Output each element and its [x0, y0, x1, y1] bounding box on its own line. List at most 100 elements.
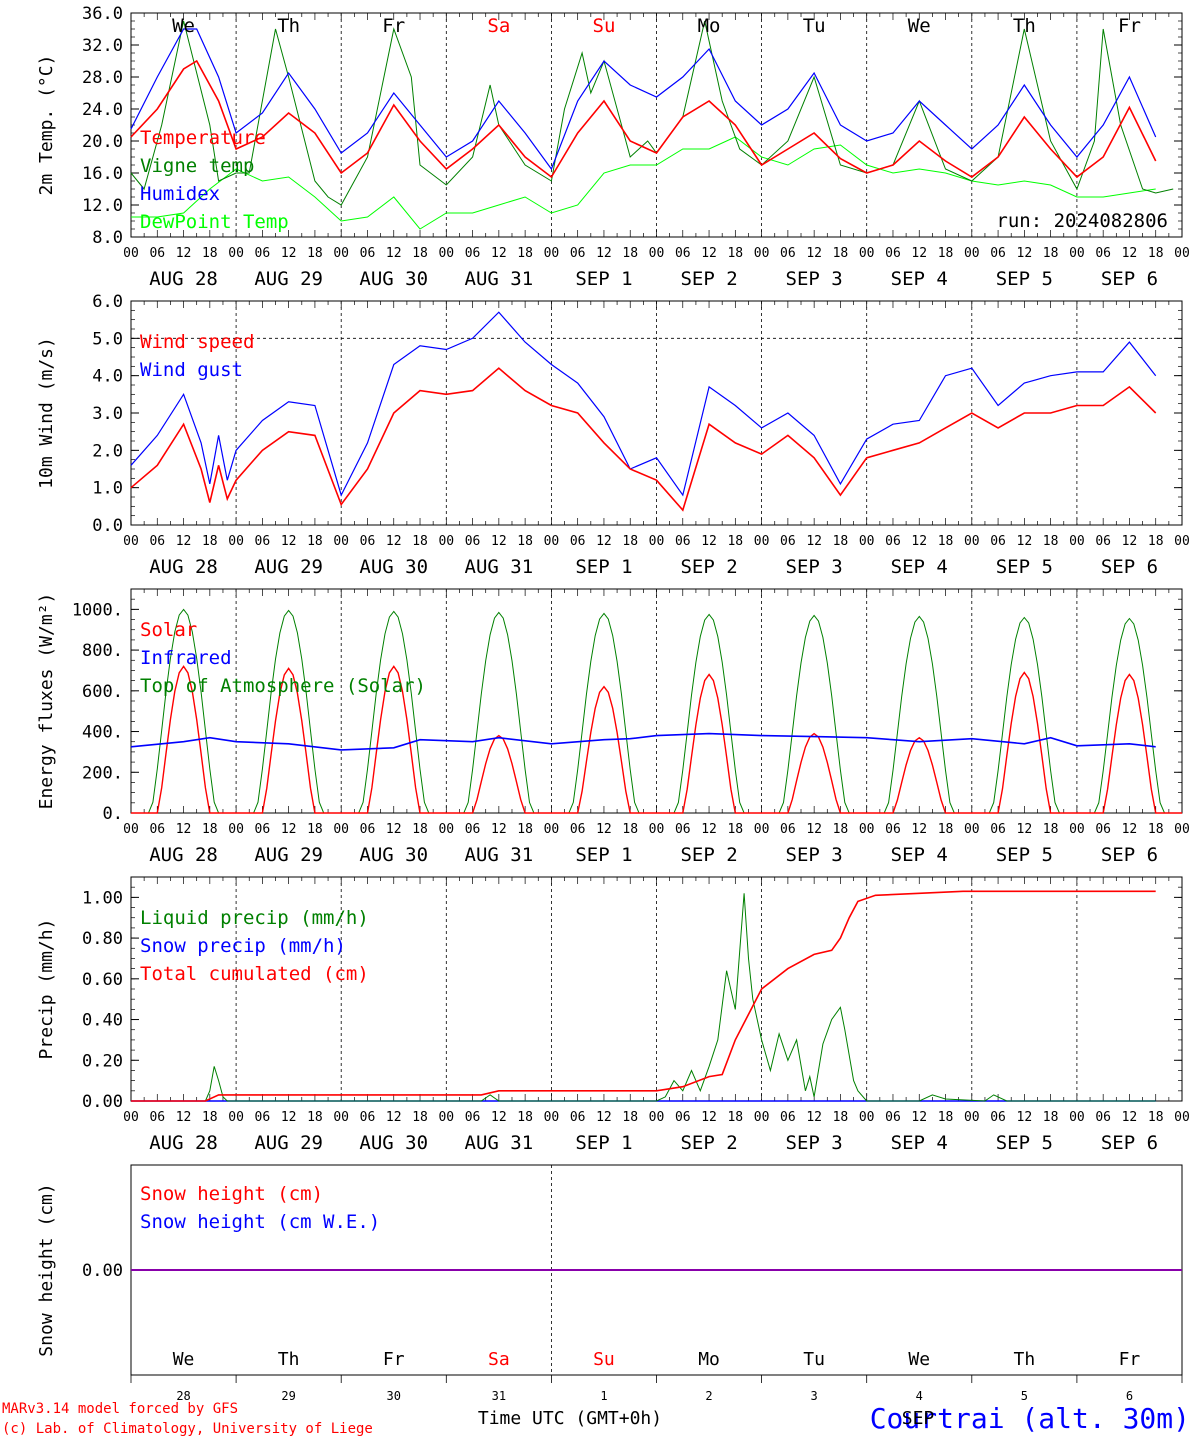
- legend-entry: Top of Atmosphere (Solar): [140, 675, 426, 697]
- y-tick-label: 1.00: [82, 888, 123, 908]
- hour-tick-label: 06: [465, 822, 481, 837]
- hour-tick-label: 18: [833, 822, 849, 837]
- hour-tick-label: 12: [281, 822, 297, 837]
- y-tick-label: 0.: [103, 804, 123, 824]
- hour-tick-label: 00: [333, 246, 349, 261]
- hour-tick-label: 00: [859, 534, 875, 549]
- hour-tick-label: 18: [412, 534, 428, 549]
- day-number-label: 28: [176, 1389, 190, 1403]
- series-line-wind-gust: [130, 311, 1157, 497]
- hour-tick-label: 12: [1017, 534, 1033, 549]
- date-label: SEP 3: [786, 268, 843, 290]
- y-tick-label: 800.: [82, 641, 123, 661]
- day-number-label: 30: [387, 1389, 401, 1403]
- run-annotation: run: 2024082806: [996, 210, 1168, 232]
- hour-tick-label: 12: [176, 822, 192, 837]
- hour-tick-label: 18: [202, 534, 218, 549]
- hour-tick-label: 00: [1069, 534, 1085, 549]
- hour-tick-label: 00: [438, 1110, 454, 1125]
- hour-tick-label: 00: [333, 822, 349, 837]
- day-number-label: 1: [600, 1389, 607, 1403]
- hour-tick-label: 18: [1148, 534, 1164, 549]
- day-number-label: 3: [811, 1389, 818, 1403]
- hour-tick-label: 00: [649, 822, 665, 837]
- weekday-label: Sa: [487, 15, 510, 37]
- weekday-label: Mo: [698, 1349, 720, 1370]
- hour-tick-label: 18: [412, 822, 428, 837]
- y-tick-label: 0.40: [82, 1011, 123, 1031]
- date-label: AUG 29: [254, 844, 323, 866]
- date-label: AUG 29: [254, 556, 323, 578]
- y-tick-label: 0.00: [82, 1092, 123, 1112]
- legend-entry: Wind gust: [140, 359, 243, 381]
- hour-tick-label: 18: [938, 822, 954, 837]
- panel-frame: [130, 12, 1183, 238]
- hour-tick-label: 18: [517, 1110, 533, 1125]
- hour-tick-label: 06: [885, 534, 901, 549]
- hour-tick-label: 00: [859, 1110, 875, 1125]
- weekday-label: Tu: [803, 1349, 825, 1370]
- series-line-vigne-temp: [130, 20, 1174, 206]
- hour-tick-label: 00: [123, 1110, 139, 1125]
- y-tick-label: 0.0: [92, 516, 123, 536]
- hour-tick-label: 00: [1174, 1110, 1190, 1125]
- date-label: AUG 31: [465, 268, 534, 290]
- date-label: SEP 3: [786, 1132, 843, 1154]
- y-tick-label: 6.0: [92, 292, 123, 312]
- legend-entry: Solar: [140, 619, 197, 641]
- date-label: SEP 4: [891, 556, 948, 578]
- hour-tick-label: 12: [701, 822, 717, 837]
- day-number-label: 31: [492, 1389, 506, 1403]
- hour-tick-label: 00: [544, 822, 560, 837]
- hour-tick-label: 06: [360, 534, 376, 549]
- date-label: AUG 30: [359, 556, 428, 578]
- hour-tick-label: 06: [675, 534, 691, 549]
- y-axis-title: 10m Wind (m/s): [36, 337, 57, 489]
- panel-frame: [130, 588, 1183, 814]
- station-name: Courtrai (alt. 30m): [870, 1402, 1190, 1435]
- weekday-label: We: [908, 1349, 930, 1370]
- hour-tick-label: 12: [701, 246, 717, 261]
- weekday-label: Mo: [698, 15, 721, 37]
- hour-tick-label: 06: [885, 822, 901, 837]
- day-number-label: 29: [281, 1389, 295, 1403]
- hour-tick-label: 12: [176, 534, 192, 549]
- hour-tick-label: 00: [649, 534, 665, 549]
- hour-tick-label: 00: [964, 822, 980, 837]
- hour-tick-label: 06: [570, 534, 586, 549]
- weekday-label: Fr: [383, 1349, 405, 1370]
- hour-tick-label: 00: [1069, 246, 1085, 261]
- hour-tick-label: 18: [1148, 822, 1164, 837]
- series-line-wind-speed: [130, 367, 1157, 512]
- hour-tick-label: 06: [465, 246, 481, 261]
- hour-tick-label: 18: [727, 822, 743, 837]
- weekday-label: Tu: [803, 15, 826, 37]
- weekday-label: Fr: [1118, 15, 1141, 37]
- weekday-label: Th: [278, 1349, 300, 1370]
- day-number-label: 2: [705, 1389, 712, 1403]
- hour-tick-label: 00: [228, 822, 244, 837]
- hour-tick-label: 00: [438, 822, 454, 837]
- hour-tick-label: 00: [544, 246, 560, 261]
- hour-tick-label: 12: [806, 1110, 822, 1125]
- hour-tick-label: 06: [465, 1110, 481, 1125]
- hour-tick-label: 06: [885, 1110, 901, 1125]
- legend-entry: Snow height (cm): [140, 1183, 323, 1205]
- hour-tick-label: 00: [1174, 822, 1190, 837]
- legend-entry: Humidex: [140, 183, 220, 205]
- hour-tick-label: 12: [911, 246, 927, 261]
- hour-tick-label: 00: [1069, 1110, 1085, 1125]
- y-tick-label: 1.0: [92, 479, 123, 499]
- hour-tick-label: 06: [149, 822, 165, 837]
- hour-tick-label: 12: [491, 534, 507, 549]
- credit-line-1: MARv3.14 model forced by GFS: [2, 1401, 238, 1417]
- hour-tick-label: 06: [255, 1110, 271, 1125]
- chart-labels: 8.012.016.020.024.028.032.036.02m Temp. …: [36, 4, 1190, 1403]
- hour-tick-label: 06: [360, 1110, 376, 1125]
- hour-tick-label: 18: [1148, 246, 1164, 261]
- date-label: AUG 28: [149, 268, 218, 290]
- date-label: AUG 29: [254, 1132, 323, 1154]
- date-label: SEP 4: [891, 844, 948, 866]
- weekday-label: Fr: [1119, 1349, 1141, 1370]
- legend-entry: Liquid precip (mm/h): [140, 907, 369, 929]
